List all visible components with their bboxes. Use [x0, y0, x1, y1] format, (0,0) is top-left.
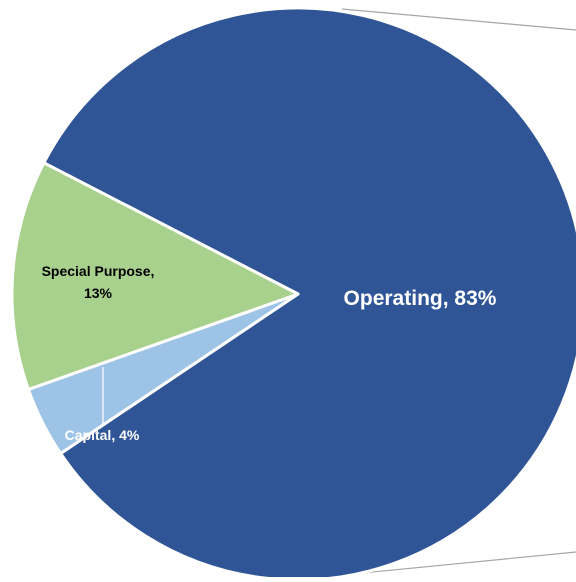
connector-line-top — [341, 8, 576, 31]
slice-label-special-purpose-line2: 13% — [84, 285, 113, 301]
pie-slice-operating — [42, 6, 576, 582]
pie-slices — [10, 6, 576, 582]
slice-label-operating: Operating, 83% — [344, 287, 497, 310]
connector-line-bottom — [341, 551, 576, 576]
pie-slice-special-purpose — [10, 161, 300, 391]
slice-label-special-purpose-line1: Special Purpose, — [42, 263, 155, 279]
slice-label-capital: Capital, 4% — [65, 427, 140, 443]
